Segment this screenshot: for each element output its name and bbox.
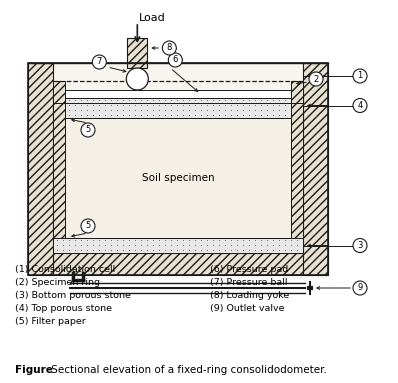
Bar xyxy=(65,98,291,103)
Circle shape xyxy=(353,69,367,83)
Text: (6) Pressure pad: (6) Pressure pad xyxy=(210,265,288,274)
Bar xyxy=(53,63,303,275)
Text: 9: 9 xyxy=(357,283,363,293)
Text: 2: 2 xyxy=(313,75,319,83)
Text: 7: 7 xyxy=(97,57,102,67)
Text: 5: 5 xyxy=(86,126,91,134)
Circle shape xyxy=(81,219,95,233)
Text: 8: 8 xyxy=(167,44,172,52)
Text: (4) Top porous stone: (4) Top porous stone xyxy=(15,304,112,313)
Text: 5: 5 xyxy=(86,221,91,231)
Circle shape xyxy=(126,68,148,90)
Text: (9) Outlet valve: (9) Outlet valve xyxy=(210,304,285,313)
Text: (2) Specimen ring: (2) Specimen ring xyxy=(15,278,100,287)
Circle shape xyxy=(168,53,182,67)
Text: Soil specimen: Soil specimen xyxy=(142,173,214,183)
Circle shape xyxy=(353,98,367,113)
Bar xyxy=(53,81,65,103)
Bar xyxy=(28,63,53,275)
Bar xyxy=(28,63,328,275)
Bar xyxy=(127,38,147,68)
Circle shape xyxy=(353,239,367,252)
Bar xyxy=(28,253,328,275)
Text: (3) Bottom porous stone: (3) Bottom porous stone xyxy=(15,291,131,300)
Circle shape xyxy=(353,281,367,295)
Bar xyxy=(65,103,291,118)
Text: (8) Loading yoke: (8) Loading yoke xyxy=(210,291,289,300)
Circle shape xyxy=(162,41,176,55)
Text: Sectional elevation of a fixed-ring consolidodometer.: Sectional elevation of a fixed-ring cons… xyxy=(48,365,327,375)
Circle shape xyxy=(81,123,95,137)
Text: 4: 4 xyxy=(357,101,363,110)
Text: (7) Pressure ball: (7) Pressure ball xyxy=(210,278,287,287)
Circle shape xyxy=(92,55,106,69)
Text: (5) Filter paper: (5) Filter paper xyxy=(15,317,86,326)
Bar xyxy=(291,81,303,103)
Bar xyxy=(53,103,65,248)
Text: 6: 6 xyxy=(173,56,178,64)
Text: Load: Load xyxy=(139,13,166,23)
Bar xyxy=(65,118,291,238)
Circle shape xyxy=(309,72,323,86)
Text: 3: 3 xyxy=(357,241,363,250)
Text: 1: 1 xyxy=(357,72,363,80)
Bar xyxy=(291,103,303,248)
Bar xyxy=(65,90,291,98)
Bar xyxy=(303,63,328,275)
Bar xyxy=(53,238,303,253)
Text: Figure: Figure xyxy=(15,365,53,375)
Text: (1) Consolidation cell: (1) Consolidation cell xyxy=(15,265,115,274)
